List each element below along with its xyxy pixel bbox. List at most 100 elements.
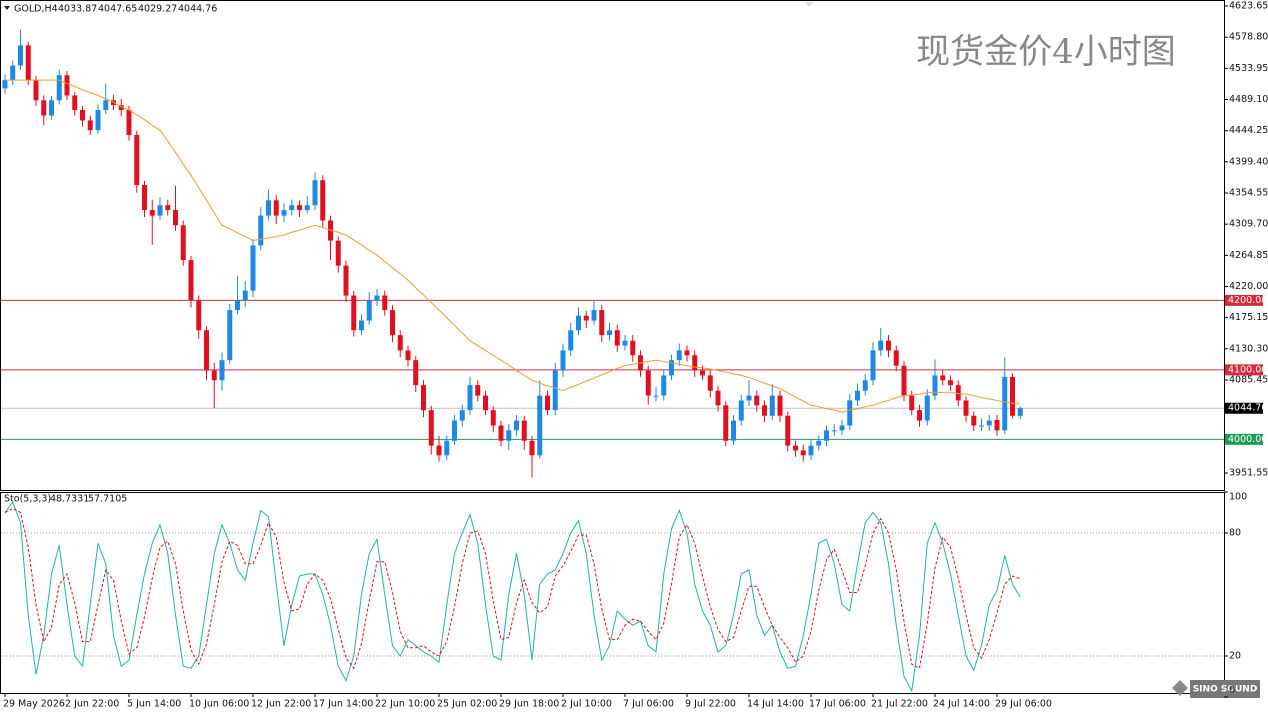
candle-body (382, 295, 388, 311)
candle-body (707, 375, 713, 391)
y-tick-label: 4354.55 (1229, 187, 1268, 198)
candle-body (64, 75, 70, 96)
current-price-box (1225, 402, 1263, 414)
y-tick-label: 4623.65 (1229, 1, 1268, 12)
candle-body (909, 395, 915, 411)
candle-body (413, 360, 419, 386)
candle-body (568, 330, 574, 351)
level-label-box (1225, 364, 1263, 376)
indicator-line (4, 501, 1021, 693)
candle-body (506, 430, 512, 441)
x-tick-label: 29 May 2026 (3, 699, 65, 710)
candle-body (746, 395, 752, 401)
menu-icon[interactable] (4, 6, 10, 10)
y-tick-label: 4444.25 (1229, 125, 1268, 136)
candle-body (870, 350, 876, 381)
candle-body (266, 200, 271, 216)
candle-body (134, 135, 140, 186)
logo-text: SINO SOUND (1193, 685, 1258, 695)
candle-body (537, 395, 543, 456)
candle-body (87, 120, 93, 131)
candle-body (351, 295, 357, 331)
candle-body (684, 350, 690, 356)
x-tick-label: 24 Jul 14:00 (933, 699, 990, 710)
candle-body (103, 100, 109, 110)
candle-body (25, 45, 31, 81)
candle-body (777, 395, 783, 416)
candle-body (560, 350, 566, 371)
indicator-tick-label: 80 (1229, 528, 1241, 539)
candle-body (188, 260, 194, 301)
x-tick-label: 29 Jun 18:00 (499, 699, 559, 710)
candle-body (963, 400, 969, 416)
y-tick-label: 4220.00 (1229, 281, 1268, 292)
candle-body (1002, 376, 1008, 431)
candle-body (490, 410, 496, 426)
candle-body (428, 410, 434, 446)
x-tick-label: 2 Jun 22:00 (65, 699, 119, 710)
indicator-label: Sto(5,3,3) (4, 494, 51, 505)
candle-body (653, 395, 659, 397)
candle-body (607, 330, 612, 336)
candle-body (157, 205, 163, 216)
candle-body (390, 310, 395, 336)
candle-body (56, 75, 62, 101)
x-tick-label: 7 Jul 06:00 (623, 699, 674, 710)
level-label-box (1225, 294, 1263, 306)
candle-body (576, 315, 581, 331)
candle-body (227, 310, 233, 361)
candle-body (661, 375, 667, 396)
candle-body (552, 370, 558, 411)
scroll-marker[interactable] (805, 2, 813, 7)
indicator-main-value: 48.7331 (50, 494, 89, 505)
candle-body (986, 420, 992, 426)
candle-body (95, 109, 101, 131)
candle-body (700, 370, 705, 376)
y-tick-label: 4264.85 (1229, 250, 1268, 261)
candle-body (452, 420, 457, 441)
candle-body (723, 405, 729, 441)
candle-body (769, 395, 775, 416)
main-panel (0, 0, 1225, 491)
candle-body (847, 400, 853, 426)
candle-body (459, 410, 465, 421)
candle-body (498, 425, 504, 441)
open-value: 4033.87 (58, 4, 97, 15)
candle-body (320, 180, 326, 221)
candle-body (824, 430, 829, 441)
candle-body (142, 185, 147, 211)
close-value: 4044.76 (178, 4, 217, 15)
candle-body (645, 370, 651, 396)
y-tick-label: 4130.30 (1229, 343, 1268, 354)
candle-body (72, 95, 78, 110)
candle-body (281, 210, 287, 216)
indicator-line (4, 507, 1021, 670)
candle-body (971, 415, 977, 426)
candle-body (149, 210, 155, 216)
candle-body (219, 360, 225, 381)
candle-body (816, 440, 822, 446)
y-tick-label: 3951.55 (1229, 468, 1268, 479)
x-tick-label: 22 Jun 10:00 (375, 699, 435, 710)
candle-body (2, 80, 8, 89)
chart-title: 现货金价4小时图 (916, 32, 1176, 72)
candle-body (893, 350, 899, 366)
y-tick-label: 4533.95 (1229, 63, 1268, 74)
candle-body (359, 320, 364, 331)
candle-body (692, 355, 698, 371)
x-tick-label: 5 Jun 14:00 (127, 699, 181, 710)
x-tick-label: 14 Jul 14:00 (747, 699, 804, 710)
candle-body (242, 290, 248, 301)
candle-body (862, 380, 868, 391)
y-tick-label: 4489.10 (1229, 94, 1268, 105)
candle-body (211, 370, 217, 381)
candle-body (599, 310, 605, 336)
candle-body (397, 335, 403, 351)
candle-body (886, 340, 891, 351)
candle-body (839, 425, 845, 431)
candle-body (297, 205, 302, 211)
candle-body (467, 385, 473, 411)
candle-body (41, 100, 47, 116)
